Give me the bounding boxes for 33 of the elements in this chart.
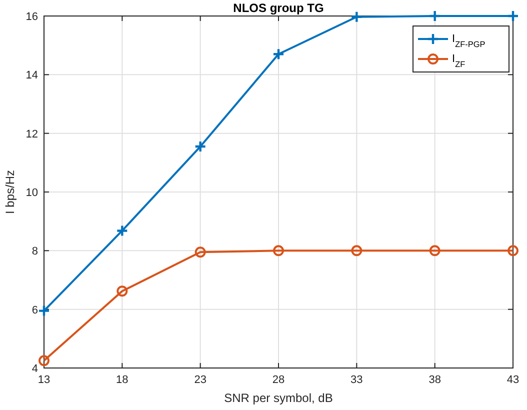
point bbox=[38, 355, 50, 366]
point bbox=[116, 224, 128, 237]
x-tick-label: 38 bbox=[428, 374, 441, 386]
point bbox=[351, 245, 362, 256]
point bbox=[194, 140, 206, 153]
legend-label: I$_{ZF-PGP}$ bbox=[452, 33, 486, 48]
x-tick-label: 23 bbox=[194, 374, 206, 386]
y-tick-label: 14 bbox=[26, 70, 38, 82]
x-tick-label: 43 bbox=[506, 374, 520, 386]
point bbox=[116, 286, 128, 297]
point bbox=[272, 48, 285, 60]
y-tick-label: 16 bbox=[26, 11, 38, 23]
y-tick-label: 6 bbox=[32, 304, 38, 316]
point bbox=[506, 10, 520, 22]
x-tick-label: 13 bbox=[38, 374, 50, 386]
point bbox=[194, 246, 206, 258]
legend-label: I$_{ZF}$ bbox=[452, 53, 466, 68]
y-tick-label: 12 bbox=[26, 128, 38, 140]
point bbox=[273, 245, 284, 256]
x-tick-label: 28 bbox=[272, 374, 285, 386]
x-axis-title: SNR per symbol, dB bbox=[224, 391, 333, 405]
point bbox=[508, 245, 518, 256]
y-tick-label: 10 bbox=[26, 187, 38, 199]
point bbox=[350, 10, 363, 23]
x-tick-label: 18 bbox=[116, 374, 128, 386]
point bbox=[428, 10, 441, 22]
y-tick-label: 8 bbox=[32, 246, 38, 258]
x-tick-label: 33 bbox=[350, 374, 363, 386]
y-tick-label: 4 bbox=[32, 363, 38, 375]
point bbox=[429, 245, 440, 256]
point bbox=[38, 304, 50, 317]
y-axis-title: I bps/Hz bbox=[3, 170, 17, 214]
chart-title: NLOS group TG bbox=[233, 1, 324, 15]
